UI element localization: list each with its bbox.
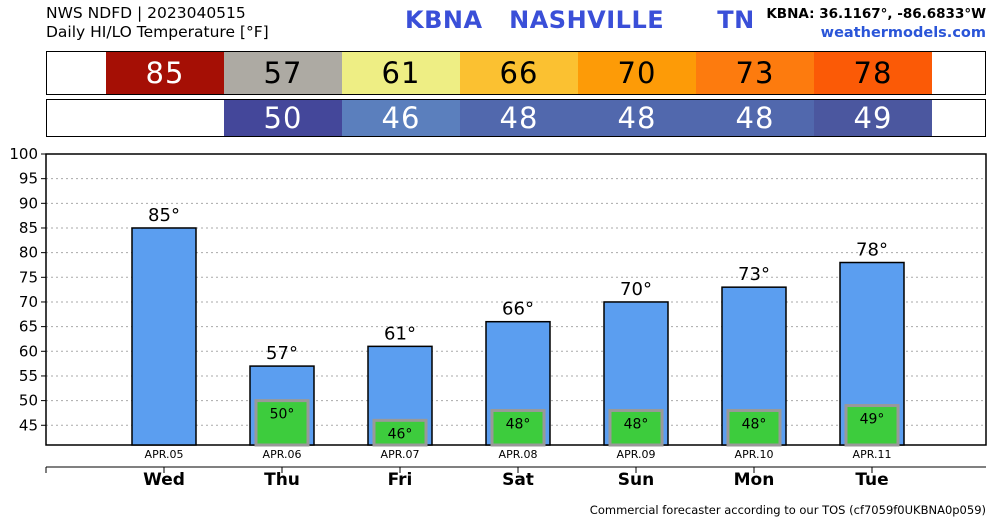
lo-data-label: 48° (624, 416, 649, 432)
hi-temperature-strip: 85 57 61 66 70 73 78 (46, 51, 986, 95)
hi-bar (131, 227, 197, 446)
header-meta: KBNA: 36.1167°, -86.6833°W weathermodels… (766, 5, 986, 43)
hi-cell: 57 (224, 52, 342, 94)
day-label: Thu (264, 470, 300, 490)
hi-data-label: 73° (738, 264, 770, 285)
day-label: Mon (734, 470, 775, 490)
lo-data-label: 48° (742, 416, 767, 432)
footer-note: Commercial forecaster according to our T… (589, 503, 986, 517)
site-link[interactable]: weathermodels.com (820, 25, 986, 41)
lo-bar (608, 408, 664, 447)
lo-data-label: 49° (860, 412, 885, 428)
hi-cell: 85 (106, 52, 224, 94)
date-label: APR.10 (735, 448, 774, 461)
lo-cell: 48 (460, 100, 578, 136)
hi-data-label: 61° (384, 323, 416, 344)
y-tick-label: 95 (19, 170, 38, 188)
header-info: NWS NDFD | 2023040515 Daily HI/LO Temper… (46, 4, 269, 42)
lo-bar (254, 399, 310, 447)
y-tick-label: 70 (19, 293, 38, 311)
station-coords: KBNA: 36.1167°, -86.6833°W (766, 6, 986, 22)
lo-cell: 48 (578, 100, 696, 136)
temperature-chart: 45 50 55 60 65 70 75 80 85 90 95 100 85° APR.05 Wed 57°… (9, 145, 987, 490)
hi-data-label: 78° (856, 240, 888, 261)
lo-data-label: 50° (270, 407, 295, 423)
hi-data-label: 66° (502, 299, 534, 320)
date-label: APR.11 (853, 448, 892, 461)
date-label: APR.06 (263, 448, 302, 461)
date-label: APR.05 (145, 448, 184, 461)
day-label: Wed (143, 470, 185, 490)
lo-cell: 49 (814, 100, 932, 136)
day-label: Tue (855, 470, 888, 490)
day-label: Fri (388, 470, 413, 490)
y-tick-label: 60 (19, 342, 38, 360)
hi-cell: 73 (696, 52, 814, 94)
hi-data-label: 85° (148, 205, 180, 226)
hi-data-label: 70° (620, 279, 652, 300)
lo-bar (490, 408, 546, 447)
hi-cell: 78 (814, 52, 932, 94)
y-tick-label: 80 (19, 244, 38, 262)
chart-title: Daily HI/LO Temperature [°F] (46, 23, 269, 41)
lo-bar (372, 418, 428, 447)
lo-cell: 50 (224, 100, 342, 136)
y-tick-label: 75 (19, 268, 38, 286)
y-tick-label: 50 (19, 392, 38, 410)
y-tick-label: 45 (19, 416, 38, 434)
lo-data-label: 46° (388, 426, 413, 442)
y-tick-label: 65 (19, 318, 38, 336)
hi-cell: 70 (578, 52, 696, 94)
lo-data-label: 48° (506, 416, 531, 432)
station-title: KBNA NASHVILLE TN (405, 6, 755, 34)
date-label: APR.09 (617, 448, 656, 461)
day-label: Sat (502, 470, 534, 490)
hi-data-label: 57° (266, 343, 298, 364)
lo-bar (844, 404, 900, 447)
day-label: Sun (618, 470, 654, 490)
y-tick-label: 100 (9, 145, 38, 163)
y-tick-label: 90 (19, 194, 38, 212)
hi-cell: 61 (342, 52, 460, 94)
date-label: APR.08 (499, 448, 538, 461)
lo-temperature-strip: 50 46 48 48 48 49 (46, 99, 986, 137)
lo-cell: 48 (696, 100, 814, 136)
lo-cell: 46 (342, 100, 460, 136)
lo-bar (726, 408, 782, 447)
y-tick-label: 85 (19, 219, 38, 237)
hi-cell: 66 (460, 52, 578, 94)
y-tick-label: 55 (19, 367, 38, 385)
date-label: APR.07 (381, 448, 420, 461)
run-label: NWS NDFD | 2023040515 (46, 4, 246, 22)
